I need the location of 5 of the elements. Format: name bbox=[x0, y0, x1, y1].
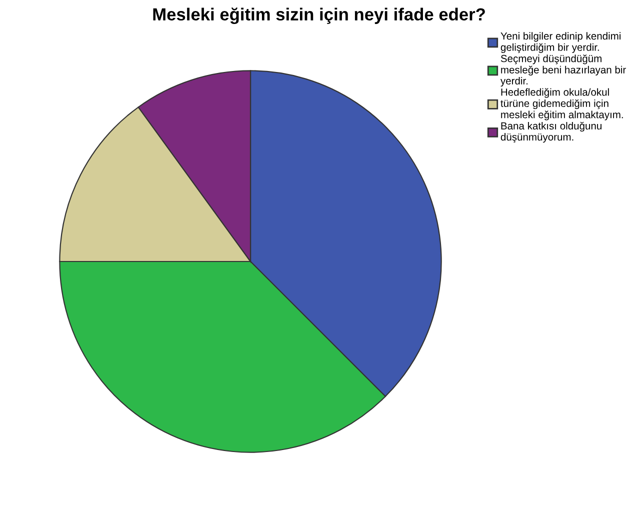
legend-label: Hedeflediğim okula/okul türüne gidemediğim için mesleki eğitim almaktayım. bbox=[500, 88, 623, 120]
legend-label: Seçmeyi düşündüğüm mesleğe beni hazırlayan bir yerdir. bbox=[500, 54, 626, 87]
legend-label: Yeni bilgiler edinip kendimi geliştirdiğim bir yerdir. bbox=[500, 32, 620, 53]
legend-label: Bana katkısı olduğunu düşünmüyorum. bbox=[500, 122, 602, 143]
chart-title: Mesleki eğitim sizin için neyi ifade eder? bbox=[153, 8, 485, 24]
